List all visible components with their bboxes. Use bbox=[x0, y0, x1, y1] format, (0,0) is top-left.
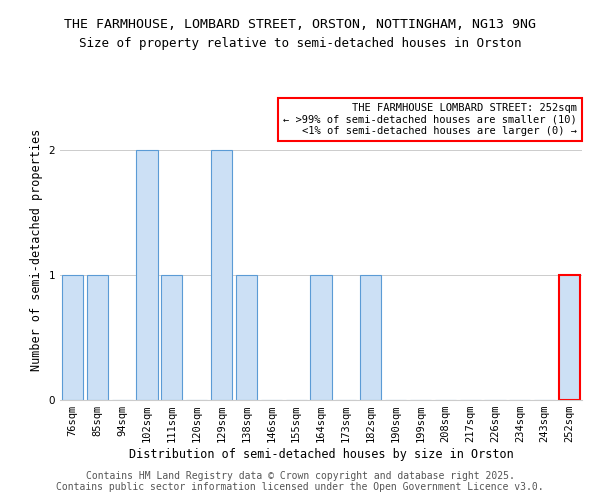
Y-axis label: Number of semi-detached properties: Number of semi-detached properties bbox=[30, 129, 43, 371]
Bar bbox=[161, 275, 182, 400]
Text: THE FARMHOUSE, LOMBARD STREET, ORSTON, NOTTINGHAM, NG13 9NG: THE FARMHOUSE, LOMBARD STREET, ORSTON, N… bbox=[64, 18, 536, 30]
Bar bbox=[360, 275, 381, 400]
Bar bbox=[236, 275, 257, 400]
Bar bbox=[559, 275, 580, 400]
Text: THE FARMHOUSE LOMBARD STREET: 252sqm
← >99% of semi-detached houses are smaller : THE FARMHOUSE LOMBARD STREET: 252sqm ← >… bbox=[283, 103, 577, 136]
Text: Contains HM Land Registry data © Crown copyright and database right 2025.
Contai: Contains HM Land Registry data © Crown c… bbox=[56, 471, 544, 492]
Text: Size of property relative to semi-detached houses in Orston: Size of property relative to semi-detach… bbox=[79, 38, 521, 51]
Bar bbox=[310, 275, 332, 400]
Bar bbox=[87, 275, 108, 400]
Bar bbox=[62, 275, 83, 400]
Bar bbox=[136, 150, 158, 400]
X-axis label: Distribution of semi-detached houses by size in Orston: Distribution of semi-detached houses by … bbox=[128, 448, 514, 461]
Bar bbox=[211, 150, 232, 400]
